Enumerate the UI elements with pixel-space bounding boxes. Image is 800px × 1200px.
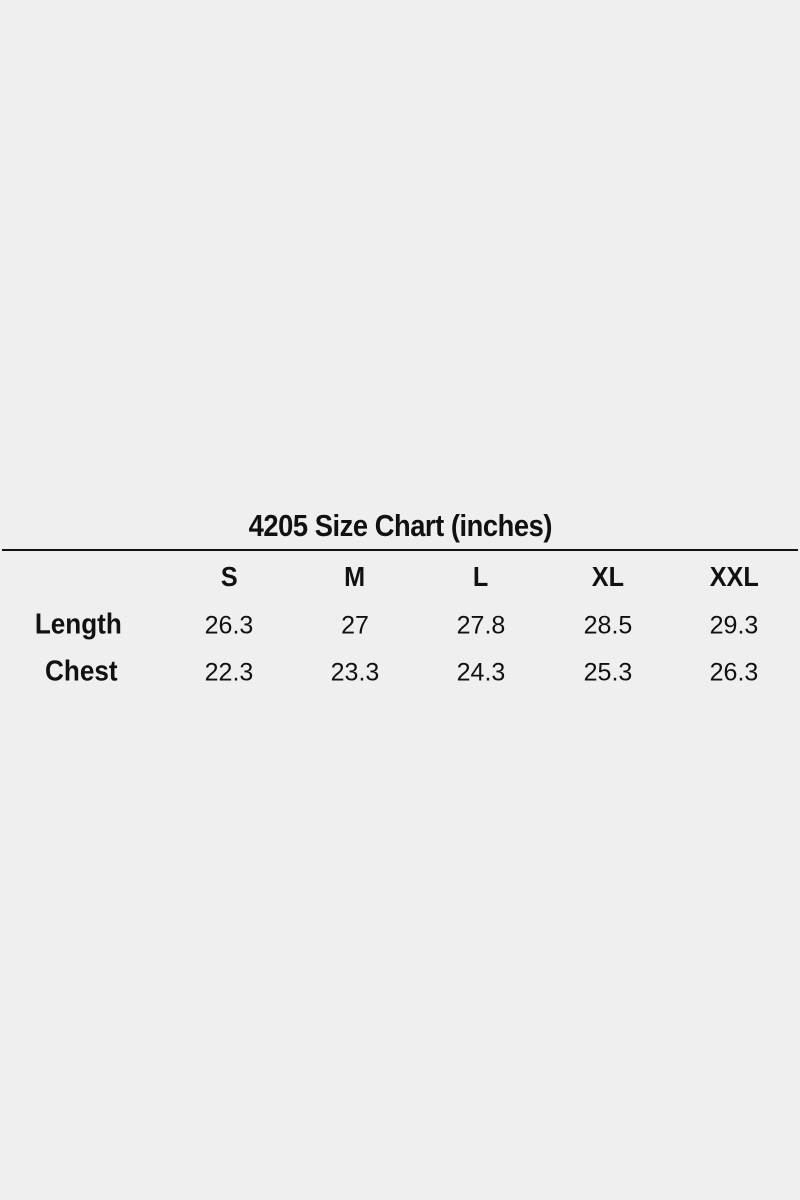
table-cell: 22.3 [204, 658, 254, 687]
row-label-length: Length [34, 608, 122, 641]
table-cell: 24.3 [456, 658, 506, 687]
column-header-xl: XL [591, 561, 625, 592]
table-cell: 26.3 [709, 658, 759, 687]
column-header-s: S [220, 561, 238, 592]
page-title: 4205 Size Chart (inches) [0, 508, 800, 544]
column-header-l: L [473, 561, 489, 592]
table-cell: 27 [341, 611, 369, 640]
table-cell: 25.3 [583, 658, 633, 687]
column-header-xxl: XXL [709, 561, 759, 592]
table-cell: 29.3 [709, 611, 759, 640]
title-divider [2, 549, 798, 551]
table-cell: 27.8 [456, 611, 506, 640]
table-cell: 28.5 [583, 611, 633, 640]
row-label-chest: Chest [44, 655, 118, 688]
table-cell: 26.3 [204, 611, 254, 640]
column-header-m: M [344, 561, 366, 592]
title-text: 4205 Size Chart (inches) [248, 508, 552, 543]
table-cell: 23.3 [330, 658, 380, 687]
